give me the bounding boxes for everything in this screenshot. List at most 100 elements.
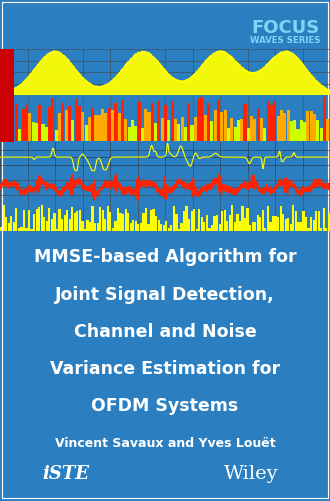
Bar: [295, 211, 297, 231]
Bar: [124, 120, 127, 141]
Bar: [32, 123, 35, 141]
Bar: [237, 120, 240, 141]
Text: Channel and Noise: Channel and Noise: [74, 322, 256, 340]
Bar: [112, 228, 114, 231]
Bar: [325, 228, 327, 231]
Bar: [300, 223, 302, 231]
Bar: [313, 220, 315, 231]
Bar: [320, 228, 322, 231]
Bar: [201, 218, 203, 231]
Bar: [310, 217, 312, 231]
Bar: [152, 209, 155, 231]
Bar: [191, 212, 193, 231]
Bar: [81, 221, 83, 231]
Bar: [326, 119, 329, 141]
Bar: [86, 221, 88, 231]
Bar: [109, 212, 112, 231]
Bar: [280, 206, 282, 231]
Bar: [122, 214, 124, 231]
Bar: [84, 229, 86, 231]
Bar: [134, 127, 137, 141]
Bar: [56, 229, 58, 231]
Bar: [119, 214, 122, 231]
Bar: [239, 222, 241, 231]
Bar: [282, 215, 284, 231]
Bar: [132, 220, 134, 231]
Bar: [20, 227, 22, 231]
Bar: [108, 109, 111, 141]
Bar: [218, 224, 221, 231]
Bar: [316, 121, 319, 141]
Bar: [231, 205, 233, 231]
Bar: [5, 218, 7, 231]
Bar: [135, 221, 137, 231]
Bar: [247, 208, 249, 231]
Bar: [160, 225, 162, 231]
Bar: [227, 129, 230, 141]
Bar: [320, 128, 323, 141]
Bar: [177, 125, 180, 141]
Bar: [286, 111, 290, 141]
Bar: [66, 210, 68, 231]
Bar: [36, 209, 38, 231]
Bar: [127, 214, 129, 231]
Bar: [214, 111, 217, 141]
Bar: [154, 124, 157, 141]
Bar: [124, 210, 127, 231]
Bar: [150, 210, 152, 231]
Bar: [145, 209, 147, 231]
Bar: [142, 213, 145, 231]
Bar: [71, 207, 73, 231]
Bar: [247, 129, 250, 141]
Bar: [84, 126, 87, 141]
Bar: [181, 118, 183, 141]
Bar: [216, 215, 218, 231]
Bar: [264, 228, 266, 231]
Bar: [206, 215, 208, 231]
Bar: [13, 223, 15, 231]
Bar: [104, 114, 108, 141]
Bar: [157, 220, 160, 231]
Bar: [188, 220, 190, 231]
Bar: [94, 223, 96, 231]
Bar: [208, 228, 211, 231]
Bar: [148, 112, 150, 141]
Bar: [197, 99, 200, 141]
Bar: [18, 130, 21, 141]
Bar: [173, 207, 175, 231]
Bar: [260, 119, 263, 141]
Bar: [168, 228, 170, 231]
Bar: [38, 207, 40, 231]
Bar: [170, 225, 173, 231]
Bar: [101, 110, 104, 141]
Bar: [305, 217, 307, 231]
Bar: [137, 225, 139, 231]
Bar: [104, 219, 106, 231]
Bar: [262, 211, 264, 231]
Bar: [221, 211, 223, 231]
Bar: [270, 105, 273, 141]
Bar: [185, 206, 188, 231]
Bar: [269, 223, 272, 231]
Bar: [254, 223, 256, 231]
Bar: [0, 50, 14, 96]
Bar: [97, 224, 99, 231]
Bar: [35, 124, 38, 141]
Bar: [184, 127, 187, 141]
Bar: [21, 110, 25, 141]
Bar: [114, 104, 117, 141]
Bar: [183, 212, 185, 231]
Bar: [292, 205, 294, 231]
Bar: [297, 223, 300, 231]
Bar: [306, 112, 310, 141]
Bar: [28, 210, 30, 231]
Bar: [155, 216, 157, 231]
Bar: [91, 207, 94, 231]
Bar: [157, 102, 160, 141]
Bar: [308, 229, 310, 231]
Bar: [313, 115, 316, 141]
Bar: [196, 229, 198, 231]
Bar: [236, 214, 239, 231]
Bar: [91, 108, 94, 141]
Bar: [224, 111, 227, 141]
